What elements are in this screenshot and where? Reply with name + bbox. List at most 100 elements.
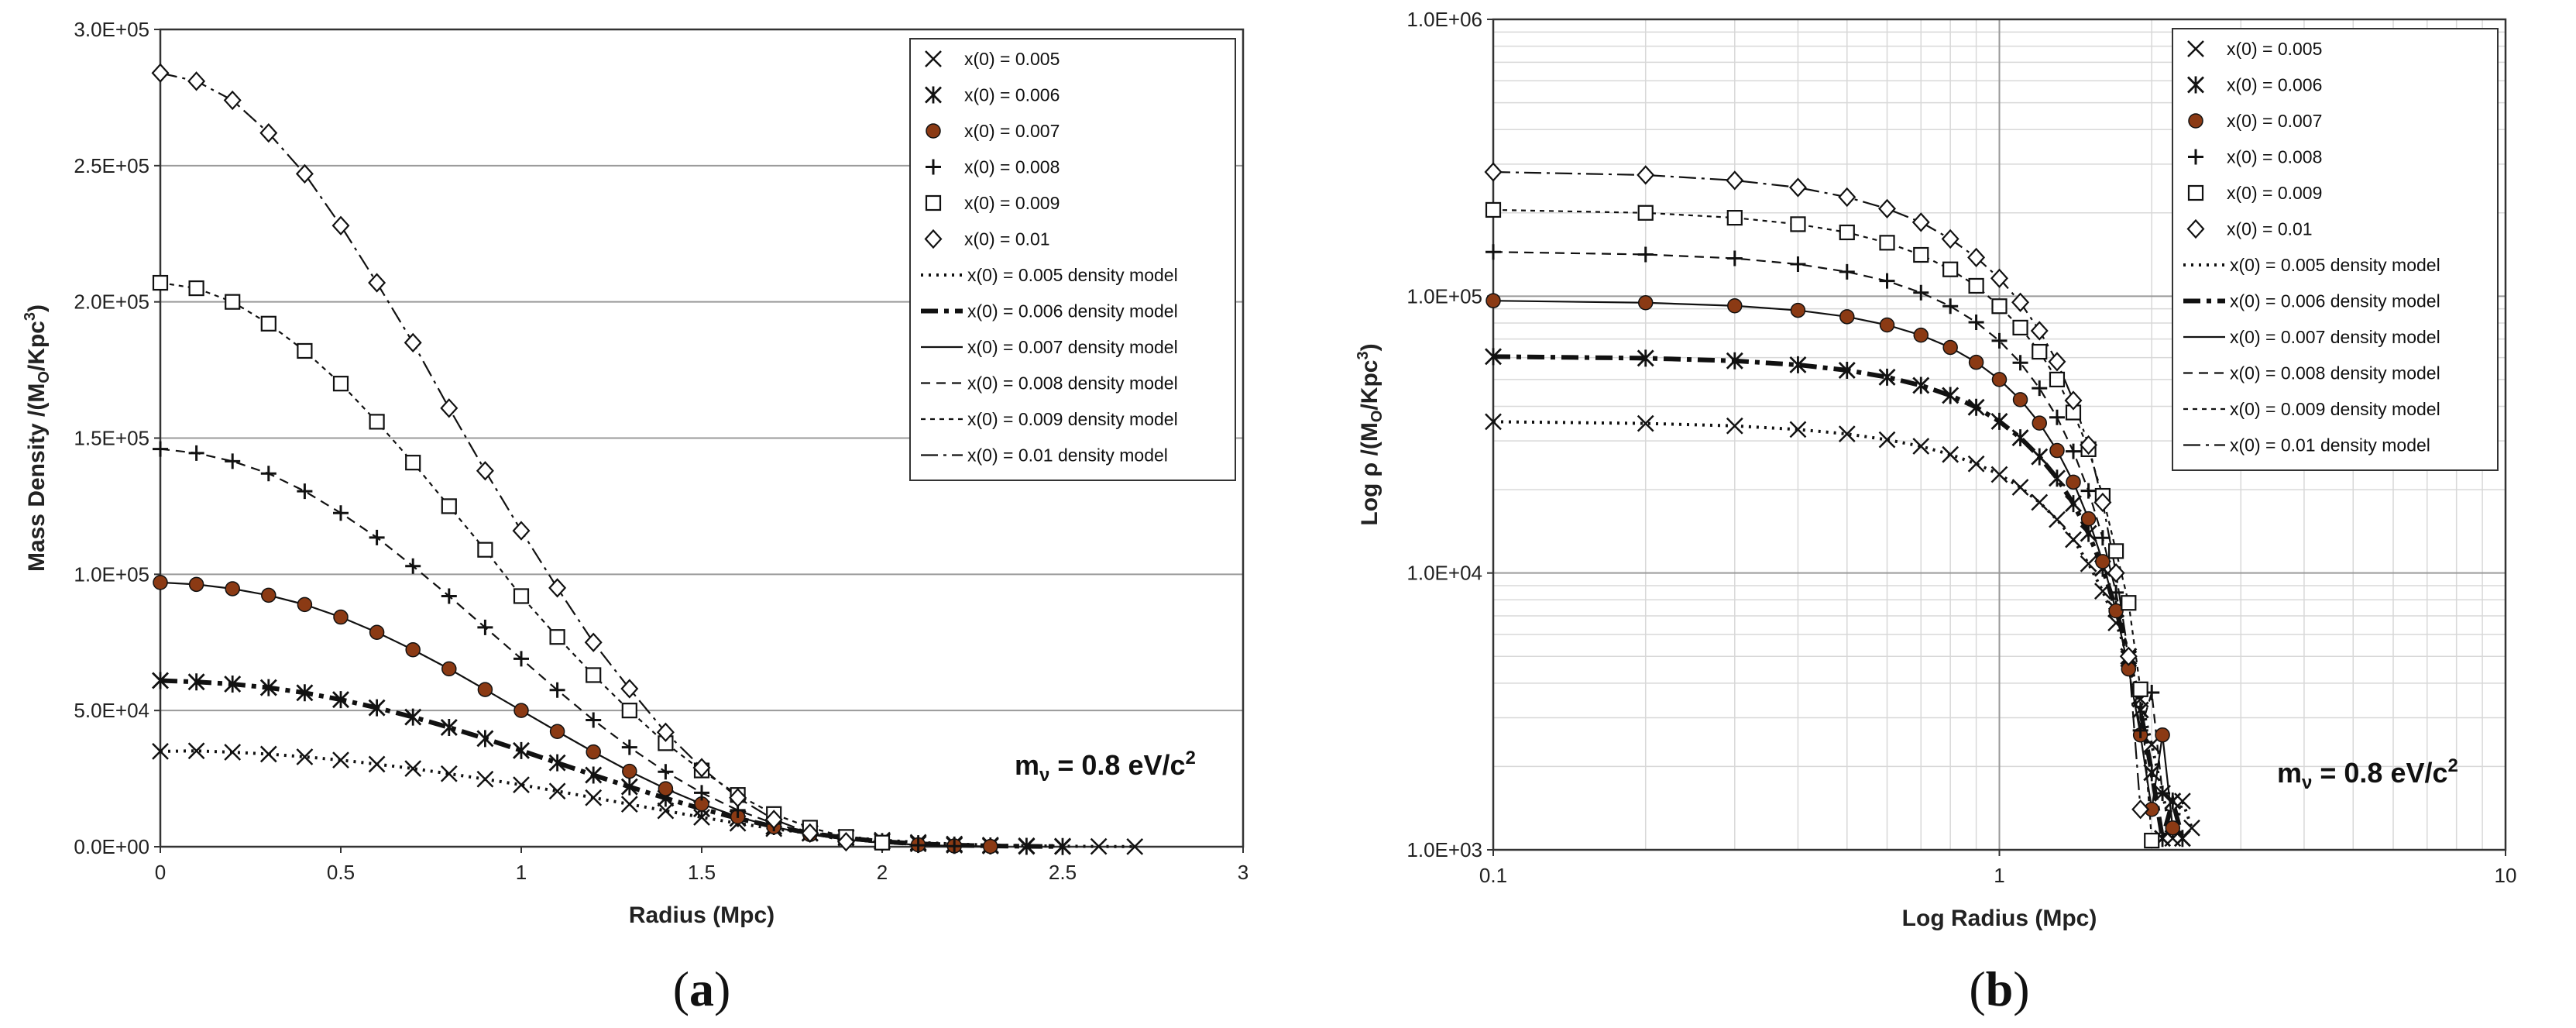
x-axis-label: Radius (Mpc) bbox=[629, 903, 775, 928]
panel-caption-open: ( bbox=[1969, 961, 1985, 1016]
data-point bbox=[405, 455, 421, 471]
data-point bbox=[586, 667, 602, 683]
data-point bbox=[1637, 205, 1654, 221]
data-point bbox=[658, 781, 674, 796]
data-point bbox=[946, 838, 963, 854]
data-point bbox=[1726, 170, 1744, 191]
data-point bbox=[441, 661, 457, 677]
data-point bbox=[187, 742, 205, 760]
annotation-sup: 2 bbox=[2448, 755, 2458, 776]
data-point bbox=[621, 739, 637, 755]
legend-label: x(0) = 0.01 bbox=[964, 229, 1050, 249]
data-point bbox=[369, 624, 385, 640]
legend-marker bbox=[925, 194, 942, 211]
data-point bbox=[2065, 531, 2082, 548]
data-point bbox=[1878, 368, 1896, 386]
x-tick-label: 3 bbox=[1238, 861, 1249, 884]
data-point bbox=[2080, 435, 2098, 456]
data-point bbox=[152, 672, 169, 689]
legend-marker bbox=[2187, 40, 2204, 57]
data-point bbox=[188, 280, 204, 297]
data-point bbox=[2011, 479, 2029, 496]
data-point bbox=[187, 71, 206, 91]
data-point bbox=[153, 575, 168, 590]
data-point bbox=[2065, 495, 2082, 513]
data-point bbox=[225, 453, 241, 469]
legend-label: x(0) = 0.005 bbox=[964, 49, 1060, 69]
data-point bbox=[2093, 492, 2112, 513]
data-point bbox=[1637, 295, 1654, 311]
y-tick-label: 1.5E+05 bbox=[74, 427, 149, 450]
data-point bbox=[1913, 327, 1929, 343]
data-point bbox=[1637, 246, 1654, 263]
legend-label: x(0) = 0.005 density model bbox=[967, 265, 1178, 285]
data-point bbox=[910, 837, 926, 854]
data-point bbox=[441, 498, 457, 514]
data-point bbox=[657, 802, 675, 820]
data-point bbox=[296, 748, 314, 765]
data-point bbox=[2049, 442, 2065, 459]
data-point bbox=[2131, 799, 2150, 820]
legend-marker bbox=[2187, 76, 2204, 94]
data-point bbox=[1637, 414, 1654, 432]
data-point bbox=[2011, 429, 2029, 447]
x-tick-label: 1 bbox=[1994, 864, 2004, 887]
data-point bbox=[1839, 309, 1855, 325]
data-point bbox=[874, 834, 891, 851]
data-point bbox=[1126, 837, 1144, 855]
data-point bbox=[1879, 273, 1895, 289]
data-point bbox=[2032, 415, 2047, 431]
data-point bbox=[548, 754, 566, 772]
data-point bbox=[331, 215, 350, 236]
model-curve-3 bbox=[160, 581, 991, 847]
data-point bbox=[2031, 493, 2049, 511]
model-curve-4 bbox=[160, 448, 955, 847]
data-point bbox=[187, 673, 205, 691]
data-point bbox=[152, 743, 169, 760]
data-point bbox=[2049, 371, 2066, 388]
data-point bbox=[658, 764, 674, 780]
y-tick-label: 0.0E+00 bbox=[74, 835, 149, 858]
data-point bbox=[1637, 349, 1654, 367]
annotation-rest: = 0.8 eV/c bbox=[2312, 757, 2447, 789]
data-point bbox=[549, 724, 565, 739]
x-tick-label: 0 bbox=[155, 861, 166, 884]
data-point bbox=[2094, 583, 2111, 600]
data-point bbox=[2108, 603, 2124, 619]
data-point bbox=[296, 684, 314, 702]
panel-caption-letter: b bbox=[1986, 961, 2014, 1016]
data-point bbox=[2080, 524, 2097, 542]
data-point bbox=[1485, 244, 1501, 260]
x-tick-label: 0.1 bbox=[1479, 864, 1507, 887]
legend-label: x(0) = 0.006 bbox=[2227, 75, 2322, 95]
data-point bbox=[1838, 425, 1856, 443]
data-point bbox=[261, 587, 276, 603]
legend: x(0) = 0.005 x(0) = 0.006 x(0) = 0.007 x(0)… bbox=[2172, 28, 2499, 471]
legend-label: x(0) = 0.007 density model bbox=[967, 337, 1178, 357]
legend-label: x(0) = 0.007 density model bbox=[2230, 327, 2440, 347]
data-point bbox=[1913, 284, 1929, 301]
data-point bbox=[368, 273, 386, 293]
data-point bbox=[2080, 511, 2097, 527]
model-curve-2 bbox=[160, 678, 1063, 849]
data-point bbox=[513, 588, 530, 604]
data-point bbox=[585, 789, 603, 806]
data-point bbox=[836, 832, 855, 852]
data-point bbox=[584, 632, 603, 652]
chart-panel-a: 0 0.5 1 1.5 2 2.5 3 0.0E+00 5.0E+04 1.0E+05 1.5E+0… bbox=[22, 18, 1249, 1016]
data-point bbox=[259, 679, 277, 696]
model-curve-1 bbox=[160, 749, 1135, 848]
data-point bbox=[188, 576, 204, 593]
data-point bbox=[1484, 162, 1503, 182]
data-point bbox=[1968, 277, 1984, 294]
data-markers bbox=[1484, 162, 2200, 849]
legend-box bbox=[909, 38, 1236, 481]
data-point bbox=[1839, 224, 1855, 241]
data-point bbox=[2030, 321, 2049, 341]
data-point bbox=[1941, 229, 1959, 249]
data-point bbox=[2032, 380, 2048, 397]
legend-label: x(0) = 0.01 bbox=[2227, 219, 2313, 239]
data-point bbox=[1942, 298, 1959, 315]
panel-caption-open: ( bbox=[673, 961, 689, 1016]
panel-caption: (b) bbox=[1969, 961, 2029, 1016]
